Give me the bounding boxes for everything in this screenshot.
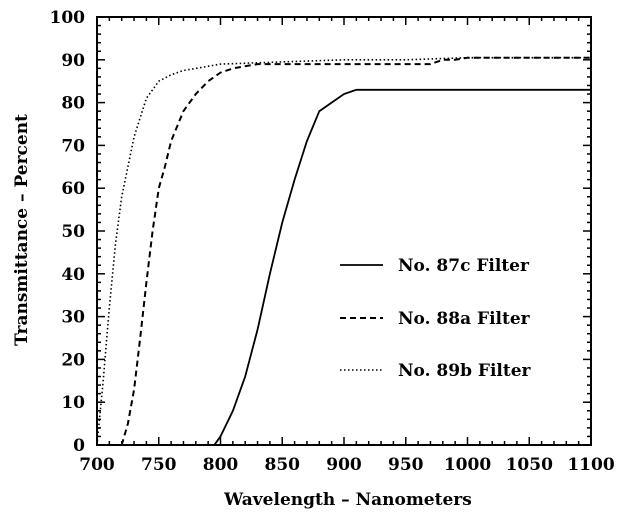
axis-tick-labels: 0 10 20 30 40 50 60 70 80 90 100 700 750 800 850 900 950… <box>50 8 615 475</box>
axis-ticks <box>96 16 592 446</box>
y-axis-title: Transmittance – Percent <box>12 114 32 346</box>
legend: No. 87c Filter No. 88a Filter No. 89b Filt… <box>340 256 532 381</box>
y-tick-label: 40 <box>61 265 85 285</box>
y-tick-label: 0 <box>73 436 85 456</box>
y-tick-label: 70 <box>61 136 85 156</box>
x-tick-label: 700 <box>79 455 115 475</box>
y-tick-label: 80 <box>61 94 85 114</box>
x-axis-title: Wavelength – Nanometers <box>223 490 472 510</box>
series-line-1 <box>213 88 591 446</box>
y-tick-label: 60 <box>61 179 85 199</box>
series-line-3 <box>96 56 591 446</box>
x-tick-label: 900 <box>326 455 362 475</box>
x-tick-label: 850 <box>265 455 301 475</box>
y-tick-label: 30 <box>61 308 85 328</box>
legend-label: No. 87c Filter <box>398 256 530 276</box>
y-tick-label: 50 <box>61 222 85 242</box>
y-tick-label: 90 <box>61 51 85 71</box>
series-lines <box>96 56 591 446</box>
y-tick-label: 10 <box>61 393 85 413</box>
legend-label: No. 89b Filter <box>398 361 532 381</box>
x-tick-label: 750 <box>141 455 177 475</box>
legend-label: No. 88a Filter <box>398 309 531 329</box>
x-tick-label: 1050 <box>506 455 553 475</box>
x-tick-label: 1000 <box>444 455 491 475</box>
y-tick-label: 20 <box>61 350 85 370</box>
x-tick-label: 1100 <box>567 455 614 475</box>
x-tick-label: 950 <box>388 455 424 475</box>
y-tick-label: 100 <box>50 8 86 28</box>
series-line-2 <box>120 56 591 446</box>
x-tick-label: 800 <box>203 455 239 475</box>
